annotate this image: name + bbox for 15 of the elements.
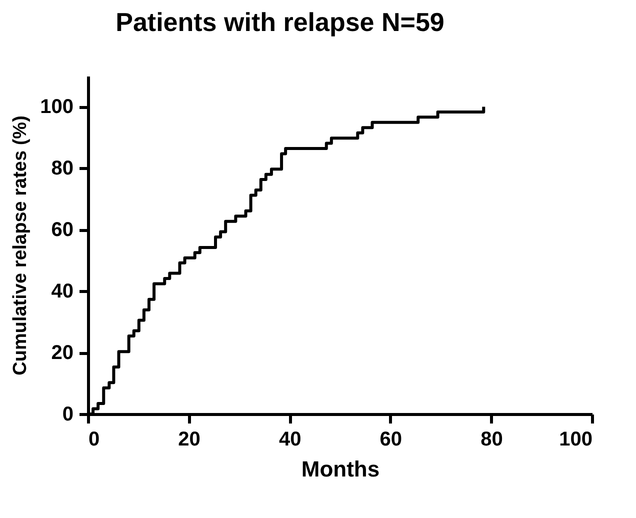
- chart-title: Patients with relapse N=59: [116, 7, 444, 37]
- y-tick-label: 20: [51, 342, 74, 364]
- x-tick-label: 100: [559, 428, 592, 450]
- y-tick-label: 100: [40, 96, 74, 118]
- y-tick-label: 60: [51, 219, 74, 242]
- y-tick-label: 0: [62, 404, 74, 426]
- y-tick-label: 80: [51, 158, 74, 180]
- y-tick-label: 40: [51, 280, 74, 303]
- x-tick-label: 20: [178, 428, 200, 450]
- x-tick-label: 40: [278, 428, 302, 450]
- x-tick-label: 0: [88, 428, 100, 450]
- x-tick-label: 80: [480, 428, 503, 450]
- x-tick-label: 60: [380, 428, 402, 450]
- y-axis-title: Cumulative relapse rates (%): [10, 116, 32, 376]
- x-axis-title: Months: [301, 456, 380, 482]
